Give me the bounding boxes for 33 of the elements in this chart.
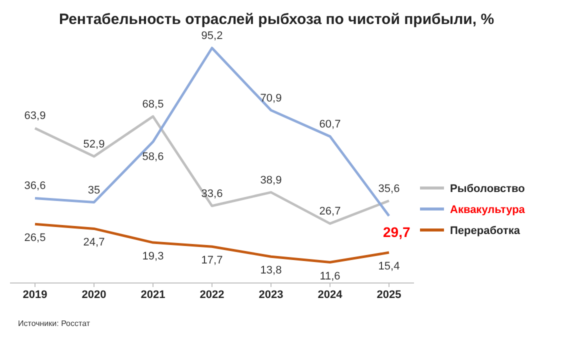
data-label: 26,5	[24, 232, 46, 244]
data-label: 24,7	[83, 236, 105, 249]
x-tick-label: 2020	[82, 289, 106, 301]
data-label: 68,5	[142, 98, 164, 110]
data-label: 63,9	[24, 110, 46, 122]
data-label: 35	[88, 184, 100, 196]
data-label: 95,2	[201, 30, 223, 42]
data-label: 35,6	[378, 182, 400, 195]
legend-label: Переработка	[450, 225, 521, 237]
text: Источники: Росстат	[18, 319, 90, 328]
x-tick-label: 2022	[200, 289, 224, 301]
data-label: 58,6	[142, 150, 164, 163]
data-label: 36,6	[24, 180, 46, 192]
data-label: 29,7	[383, 224, 410, 240]
data-label: 70,9	[260, 92, 282, 104]
data-label: 33,6	[201, 188, 223, 200]
x-tick-label: 2021	[140, 289, 166, 301]
data-label: 52,9	[83, 138, 105, 150]
data-label: 38,9	[260, 174, 282, 186]
legend-label: Аквакультура	[450, 204, 526, 216]
x-tick-label: 2023	[258, 289, 284, 301]
x-tick-label: 2024	[318, 289, 344, 301]
legend-label: Рыболовство	[450, 183, 526, 195]
x-tick-label: 2025	[376, 289, 402, 301]
data-label: 26,7	[319, 206, 341, 218]
data-label: 13,8	[260, 264, 282, 277]
data-label: 19,3	[142, 250, 164, 263]
chart-title: Рентабельность отраслей рыбхоза по чистой прибыли, %	[58, 11, 494, 28]
x-tick-label: 2019	[22, 289, 48, 301]
data-label: 17,7	[201, 254, 223, 267]
data-label: 11,6	[320, 270, 340, 282]
data-label: 15,4	[378, 260, 400, 273]
data-label: 60,7	[319, 118, 341, 130]
